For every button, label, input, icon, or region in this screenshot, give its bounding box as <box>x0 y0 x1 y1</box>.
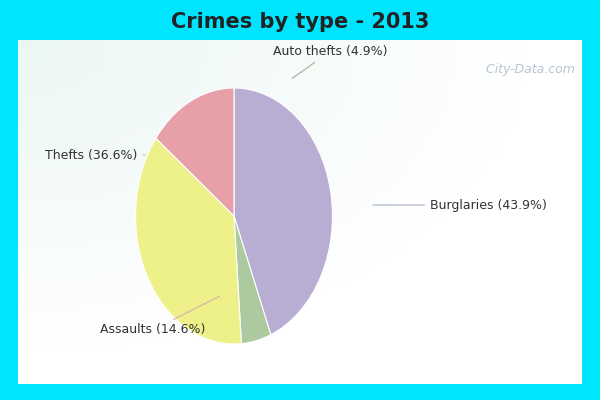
Text: Burglaries (43.9%): Burglaries (43.9%) <box>373 198 547 212</box>
Text: Assaults (14.6%): Assaults (14.6%) <box>100 296 220 336</box>
Text: City-Data.com: City-Data.com <box>482 64 575 76</box>
Wedge shape <box>234 88 332 335</box>
Text: Auto thefts (4.9%): Auto thefts (4.9%) <box>273 45 387 78</box>
Wedge shape <box>234 216 271 344</box>
Text: Crimes by type - 2013: Crimes by type - 2013 <box>171 12 429 32</box>
Text: Thefts (36.6%): Thefts (36.6%) <box>45 148 145 162</box>
Wedge shape <box>136 138 241 344</box>
Wedge shape <box>156 88 234 216</box>
